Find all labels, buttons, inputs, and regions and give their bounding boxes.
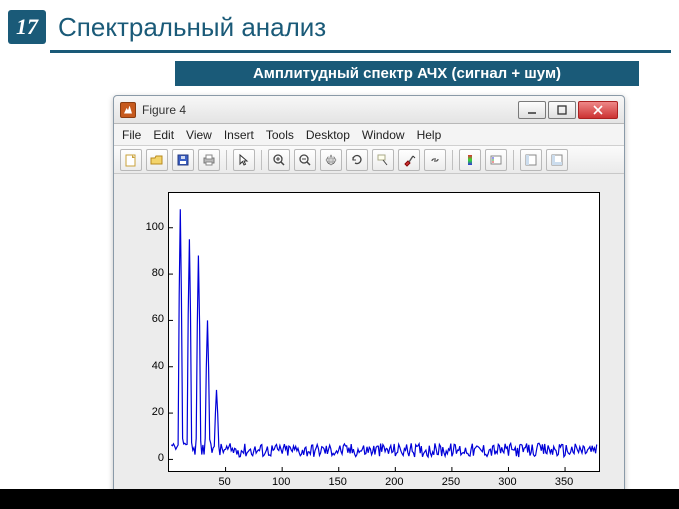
titlebar[interactable]: Figure 4 bbox=[114, 96, 624, 124]
pointer-button[interactable] bbox=[233, 149, 255, 171]
x-tick-label: 300 bbox=[498, 476, 516, 488]
hide-tools-button[interactable] bbox=[520, 149, 542, 171]
x-tick-label: 200 bbox=[385, 476, 403, 488]
print-button[interactable] bbox=[198, 149, 220, 171]
menu-file[interactable]: File bbox=[122, 128, 141, 142]
toolbar bbox=[114, 146, 624, 174]
matlab-icon bbox=[120, 102, 136, 118]
show-tools-button[interactable] bbox=[546, 149, 568, 171]
link-button[interactable] bbox=[424, 149, 446, 171]
menu-edit[interactable]: Edit bbox=[153, 128, 174, 142]
x-tick-label: 50 bbox=[218, 476, 230, 488]
menu-desktop[interactable]: Desktop bbox=[306, 128, 350, 142]
page-title: Спектральный анализ bbox=[58, 12, 326, 43]
legend-button[interactable] bbox=[485, 149, 507, 171]
y-tick-label: 60 bbox=[138, 313, 164, 325]
rotate-button[interactable] bbox=[346, 149, 368, 171]
y-tick-label: 0 bbox=[138, 452, 164, 464]
minimize-button[interactable] bbox=[518, 101, 546, 119]
save-button[interactable] bbox=[172, 149, 194, 171]
menu-window[interactable]: Window bbox=[362, 128, 405, 142]
x-tick-label: 100 bbox=[272, 476, 290, 488]
figure-window: Figure 4 File Edit View Insert Tools Des… bbox=[113, 95, 625, 507]
pan-button[interactable] bbox=[320, 149, 342, 171]
x-tick-label: 350 bbox=[555, 476, 573, 488]
datacursor-button[interactable] bbox=[372, 149, 394, 171]
menu-tools[interactable]: Tools bbox=[266, 128, 294, 142]
brush-button[interactable] bbox=[398, 149, 420, 171]
toolbar-sep bbox=[261, 150, 262, 170]
open-button[interactable] bbox=[146, 149, 168, 171]
menu-insert[interactable]: Insert bbox=[224, 128, 254, 142]
header-rule bbox=[50, 50, 671, 53]
chart-banner: Амплитудный спектр АЧХ (сигнал + шум) bbox=[175, 61, 639, 86]
zoom-out-button[interactable] bbox=[294, 149, 316, 171]
toolbar-sep bbox=[226, 150, 227, 170]
x-tick-label: 250 bbox=[442, 476, 460, 488]
new-figure-button[interactable] bbox=[120, 149, 142, 171]
y-tick-label: 100 bbox=[138, 221, 164, 233]
spectrum-line bbox=[169, 193, 599, 471]
toolbar-sep bbox=[452, 150, 453, 170]
y-tick-label: 80 bbox=[138, 267, 164, 279]
footer-bar bbox=[0, 489, 679, 509]
close-button[interactable] bbox=[578, 101, 618, 119]
axes[interactable] bbox=[168, 192, 600, 472]
colorbar-button[interactable] bbox=[459, 149, 481, 171]
x-tick-label: 150 bbox=[329, 476, 347, 488]
zoom-in-button[interactable] bbox=[268, 149, 290, 171]
window-title: Figure 4 bbox=[142, 103, 186, 117]
plot-area: 0 20 40 60 80 100 50 100 150 200 250 300 350 bbox=[114, 174, 624, 506]
y-tick-label: 20 bbox=[138, 406, 164, 418]
slide-number-badge: 17 bbox=[8, 10, 46, 44]
menu-help[interactable]: Help bbox=[417, 128, 442, 142]
maximize-button[interactable] bbox=[548, 101, 576, 119]
menu-view[interactable]: View bbox=[186, 128, 212, 142]
toolbar-sep bbox=[513, 150, 514, 170]
y-tick-label: 40 bbox=[138, 360, 164, 372]
menubar: File Edit View Insert Tools Desktop Wind… bbox=[114, 124, 624, 146]
